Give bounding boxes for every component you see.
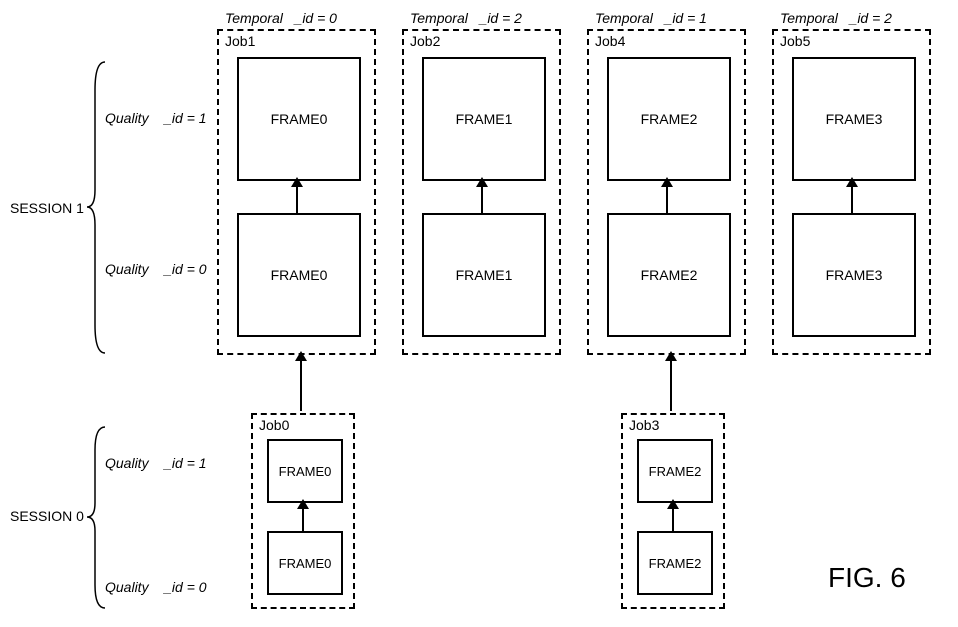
job1-frame-top: FRAME0 [237,57,361,181]
session0-label: SESSION 0 [10,508,84,524]
session1-quality-0: Quality _id = 0 [105,261,207,277]
temporal-2: Temporal _id = 1 [595,10,707,26]
job3-frame-bottom: FRAME2 [637,531,713,595]
job3-box: Job3 FRAME2 FRAME2 [621,413,725,609]
job1-frame-bottom: FRAME0 [237,213,361,337]
job2-frame-bottom: FRAME1 [422,213,546,337]
job0-frame-top: FRAME0 [267,439,343,503]
temporal-3: Temporal _id = 2 [780,10,892,26]
job4-label: Job4 [595,33,625,49]
job1-label: Job1 [225,33,255,49]
job3-frame-top: FRAME2 [637,439,713,503]
session0-quality-0: Quality _id = 0 [105,579,207,595]
session1-label: SESSION 1 [10,200,84,216]
temporal-1: Temporal _id = 2 [410,10,522,26]
job0-label: Job0 [259,417,289,433]
job4-frame-bottom: FRAME2 [607,213,731,337]
job5-label: Job5 [780,33,810,49]
figure-label: FIG. 6 [828,562,906,594]
session1-quality-1: Quality _id = 1 [105,110,207,126]
job0-frame-bottom: FRAME0 [267,531,343,595]
job4-frame-top: FRAME2 [607,57,731,181]
job2-label: Job2 [410,33,440,49]
job2-frame-top: FRAME1 [422,57,546,181]
session0-quality-1: Quality _id = 1 [105,455,207,471]
job1-box: Job1 FRAME0 FRAME0 [217,29,376,355]
job5-frame-bottom: FRAME3 [792,213,916,337]
job4-box: Job4 FRAME2 FRAME2 [587,29,746,355]
job3-label: Job3 [629,417,659,433]
temporal-0: Temporal _id = 0 [225,10,337,26]
diagram-stage: Temporal _id = 0 Temporal _id = 2 Tempor… [0,0,958,627]
job0-box: Job0 FRAME0 FRAME0 [251,413,355,609]
job5-frame-top: FRAME3 [792,57,916,181]
job5-box: Job5 FRAME3 FRAME3 [772,29,931,355]
session1-brace [85,60,110,355]
job2-box: Job2 FRAME1 FRAME1 [402,29,561,355]
